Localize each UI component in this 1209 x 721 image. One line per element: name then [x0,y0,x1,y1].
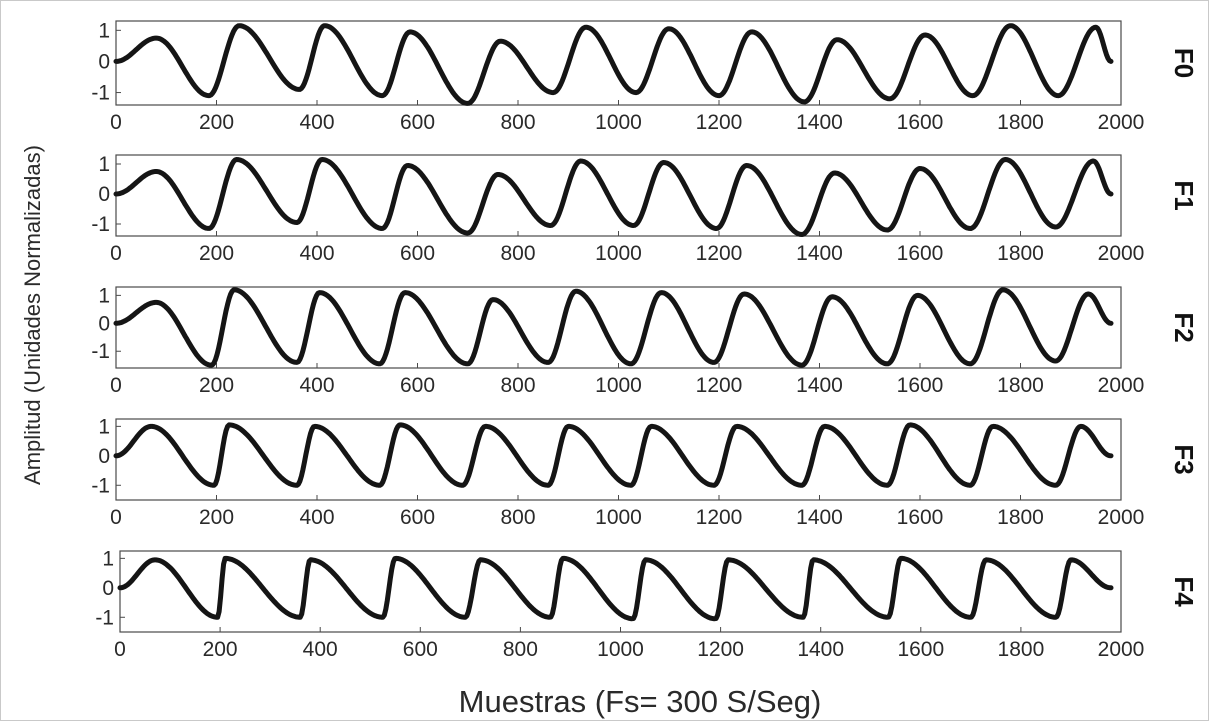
x-tick-label: 800 [500,242,535,265]
x-tick-label: 400 [303,638,338,661]
x-tick-label: 0 [110,111,122,134]
x-tick-label: 1800 [997,111,1044,134]
x-tick-label: 400 [299,242,334,265]
x-tick-label: 1800 [997,242,1044,265]
series-line-f0 [113,23,1114,106]
x-tick-label: 1000 [595,111,642,134]
subplot-frame-f3 [115,418,1122,501]
x-tick-label: 800 [500,506,535,529]
x-tick-label: 1200 [696,374,743,397]
x-tick-label: 0 [110,506,122,529]
x-tick-label: 1000 [595,506,642,529]
y-tick-label: 0 [98,312,110,335]
x-tick-label: 1200 [696,111,743,134]
x-tick-label: 200 [203,638,238,661]
x-tick-label: 1400 [796,506,843,529]
x-tick-label: 600 [403,638,438,661]
x-tick-label: 800 [503,638,538,661]
x-tick-label: 1800 [998,638,1045,661]
x-tick-label: 600 [400,506,435,529]
x-tick-label: 400 [299,506,334,529]
x-axis-label: Muestras (Fs= 300 S/Seg) [459,684,822,719]
subplot-frame-f0 [115,20,1122,106]
subplot-name-f4: F4 [1169,576,1199,607]
x-tick-label: 2000 [1098,374,1145,397]
y-tick-label: -1 [91,82,110,105]
series-line-f3 [113,422,1114,488]
x-tick-label: 1600 [897,242,944,265]
y-tick-label: -1 [95,606,114,629]
x-tick-label: 1200 [697,638,744,661]
x-tick-label: 2000 [1098,111,1145,134]
x-tick-label: 600 [400,111,435,134]
subplots-group: 0 200 400 600 800 1000 1200 1400 1600 1800 200010-… [91,19,1199,661]
x-tick-label: 1800 [997,506,1044,529]
series-line-f2 [113,287,1114,368]
subplot-frame-f4 [119,550,1122,633]
x-tick-label: 200 [199,506,234,529]
series-line-f1 [113,157,1114,237]
x-tick-label: 2000 [1098,638,1145,661]
x-tick-label: 1600 [897,111,944,134]
subplot-frame-f1 [115,154,1122,237]
x-tick-label: 2000 [1098,506,1145,529]
x-tick-label: 1400 [797,638,844,661]
x-tick-label: 1600 [897,638,944,661]
x-tick-label: 200 [199,242,234,265]
y-tick-label: 1 [98,153,110,176]
subplot-name-f1: F1 [1169,180,1199,210]
x-tick-label: 0 [110,374,122,397]
y-tick-label: -1 [91,474,110,497]
y-tick-label: 1 [98,19,110,42]
series-line-f4 [117,555,1114,622]
x-tick-label: 1400 [796,374,843,397]
y-axis-label: Amplitud (Unidades Normalizadas) [20,145,45,485]
x-tick-label: 200 [199,111,234,134]
y-tick-label: 0 [98,183,110,206]
x-tick-label: 1600 [897,506,944,529]
x-tick-label: 800 [500,111,535,134]
y-tick-label: -1 [91,213,110,236]
x-tick-label: 0 [114,638,126,661]
y-tick-label: 0 [102,577,114,600]
x-tick-label: 1200 [696,242,743,265]
x-tick-label: 200 [199,374,234,397]
x-tick-label: 2000 [1098,242,1145,265]
x-tick-label: 600 [400,242,435,265]
y-tick-label: 1 [98,284,110,307]
x-tick-label: 1600 [897,374,944,397]
x-tick-label: 0 [110,242,122,265]
subplot-name-f2: F2 [1169,312,1199,342]
x-tick-label: 1000 [597,638,644,661]
x-tick-label: 1400 [796,111,843,134]
y-tick-label: -1 [91,340,110,363]
x-tick-label: 1000 [595,374,642,397]
y-tick-label: 1 [98,415,110,438]
subplot-name-f3: F3 [1169,444,1199,474]
x-tick-label: 400 [299,111,334,134]
subplot-name-f0: F0 [1169,48,1199,78]
x-tick-label: 1000 [595,242,642,265]
x-tick-label: 1200 [696,506,743,529]
x-tick-label: 1400 [796,242,843,265]
x-tick-label: 600 [400,374,435,397]
y-tick-label: 1 [102,547,114,570]
y-tick-label: 0 [98,50,110,73]
x-tick-label: 800 [500,374,535,397]
x-tick-label: 1800 [997,374,1044,397]
x-tick-label: 400 [299,374,334,397]
y-tick-label: 0 [98,445,110,468]
